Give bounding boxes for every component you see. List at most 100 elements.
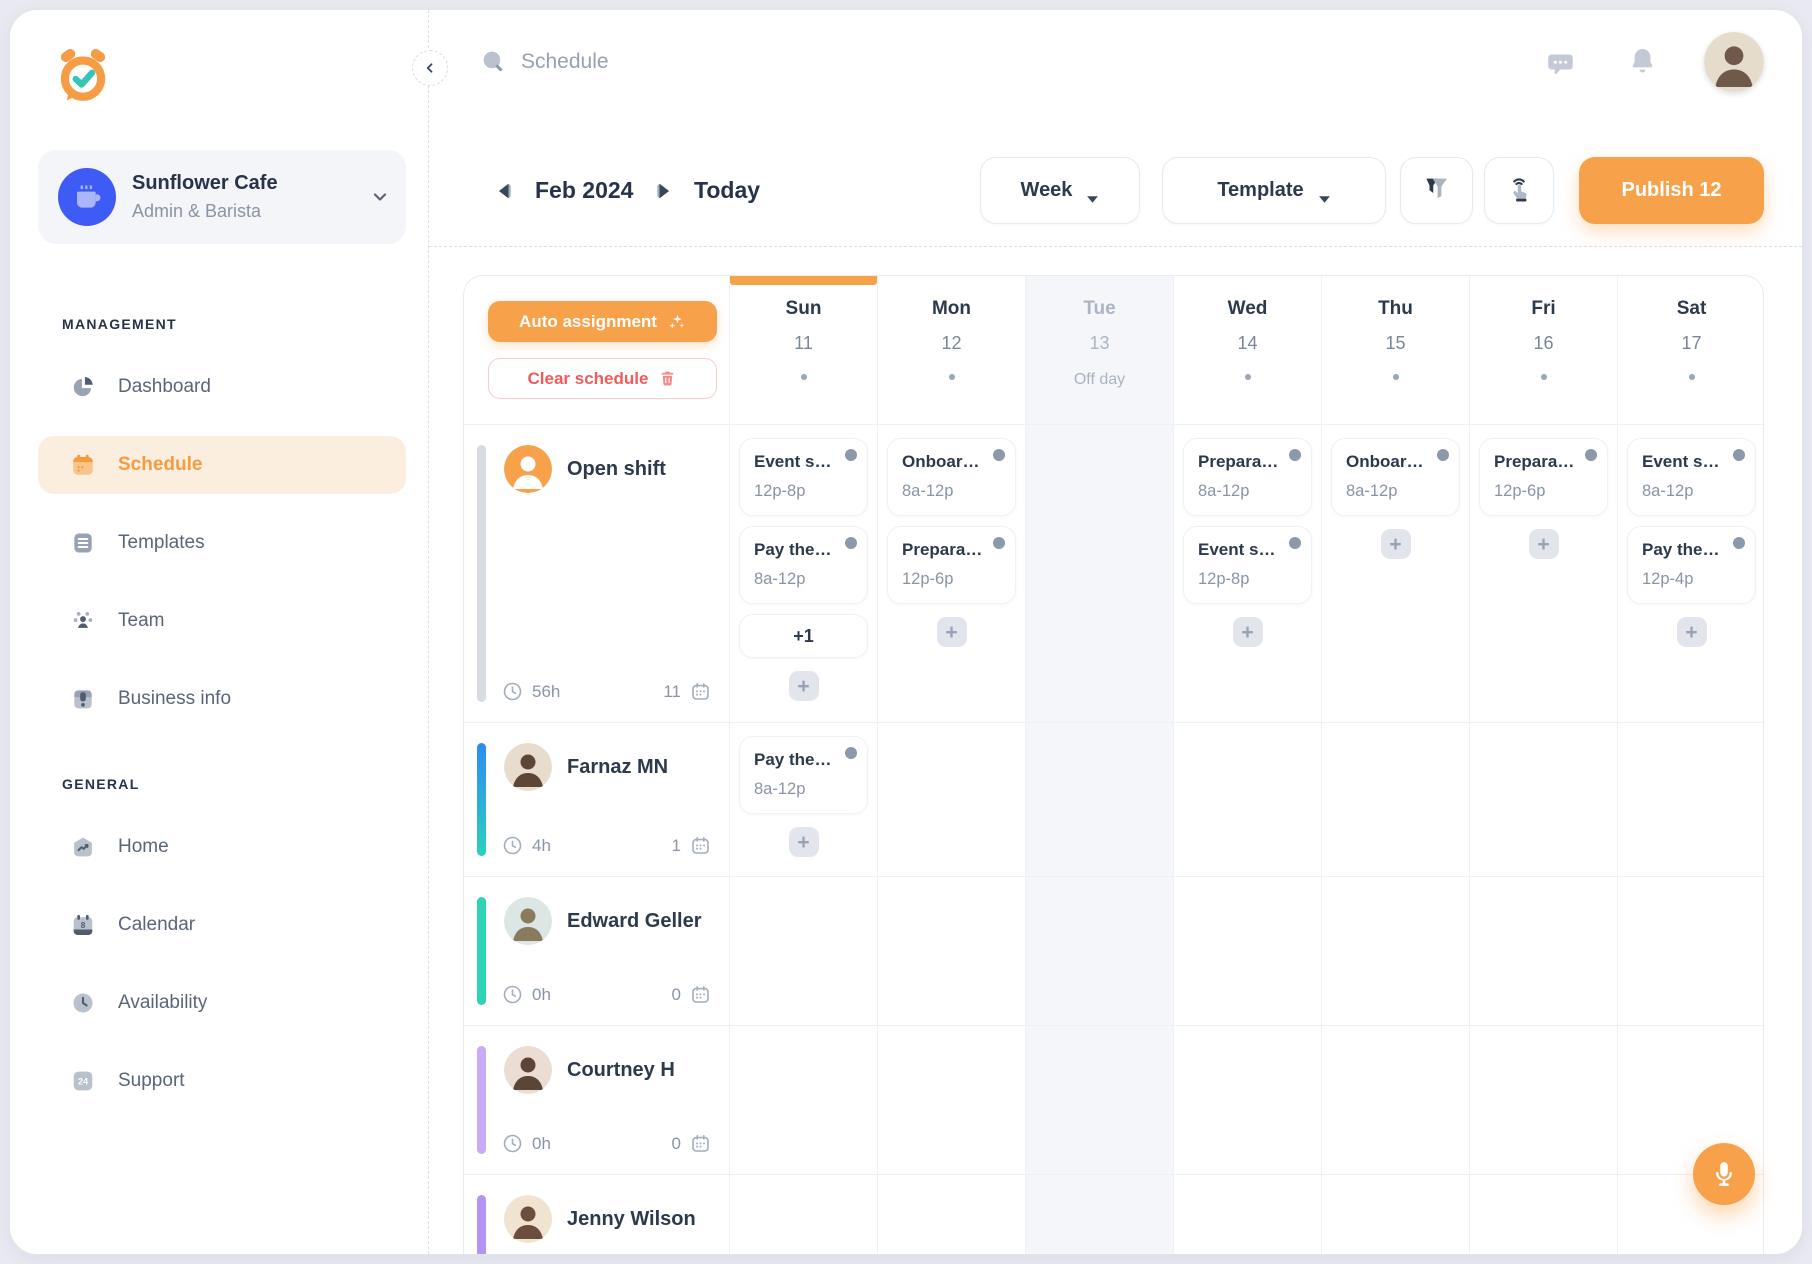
schedule-cell-farnaz-mn-sun[interactable]: Pay the… 8a-12p + bbox=[729, 722, 877, 876]
sidebar-item-team[interactable]: Team bbox=[38, 592, 406, 650]
schedule-cell-farnaz-mn-thu[interactable] bbox=[1321, 722, 1469, 876]
day-header-tue[interactable]: Tue 13 Off day bbox=[1025, 276, 1173, 424]
day-name: Wed bbox=[1227, 298, 1268, 319]
schedule-cell-courtney-h-sun[interactable] bbox=[729, 1025, 877, 1174]
sidebar-collapse-button[interactable] bbox=[412, 50, 448, 86]
schedule-cell-farnaz-mn-fri[interactable] bbox=[1469, 722, 1617, 876]
row-header-jenny-wilson[interactable]: Jenny Wilson bbox=[464, 1174, 729, 1254]
sidebar-item-dashboard[interactable]: Dashboard bbox=[38, 358, 406, 416]
schedule-cell-jenny-wilson-sun[interactable] bbox=[729, 1174, 877, 1254]
today-button[interactable]: Today bbox=[684, 157, 770, 224]
day-header-thu[interactable]: Thu 15 bbox=[1321, 276, 1469, 424]
shift-card[interactable]: Pay the… 8a-12p bbox=[739, 526, 868, 604]
day-header-fri[interactable]: Fri 16 bbox=[1469, 276, 1617, 424]
sidebar-item-schedule[interactable]: Schedule bbox=[38, 436, 406, 494]
template-dropdown[interactable]: Template bbox=[1162, 157, 1386, 224]
day-header-sun[interactable]: Sun 11 bbox=[729, 276, 877, 424]
schedule-cell-farnaz-mn-mon[interactable] bbox=[877, 722, 1025, 876]
sidebar-item-business-info[interactable]: Business info bbox=[38, 670, 406, 728]
shift-status-dot-icon bbox=[845, 537, 857, 549]
shift-card[interactable]: Onboar… 8a-12p bbox=[887, 438, 1016, 516]
schedule-cell-jenny-wilson-mon[interactable] bbox=[877, 1174, 1025, 1254]
schedule-cell-edward-geller-tue[interactable] bbox=[1025, 876, 1173, 1025]
schedule-cell-edward-geller-sun[interactable] bbox=[729, 876, 877, 1025]
view-mode-dropdown[interactable]: Week bbox=[980, 157, 1140, 224]
schedule-cell-edward-geller-wed[interactable] bbox=[1173, 876, 1321, 1025]
schedule-cell-edward-geller-sat[interactable] bbox=[1617, 876, 1763, 1025]
schedule-cell-open-shift-sat[interactable]: Event s… 8a-12p Pay the… 12p-4p + bbox=[1617, 424, 1763, 722]
schedule-cell-jenny-wilson-tue[interactable] bbox=[1025, 1174, 1173, 1254]
row-header-edward-geller[interactable]: Edward Geller 0h 0 bbox=[464, 876, 729, 1025]
shift-time: 8a-12p bbox=[1642, 482, 1694, 500]
shift-card[interactable]: Prepara… 12p-6p bbox=[887, 526, 1016, 604]
next-week-button[interactable] bbox=[645, 171, 683, 211]
sidebar-item-availability[interactable]: Availability bbox=[38, 974, 406, 1032]
schedule-cell-farnaz-mn-sat[interactable] bbox=[1617, 722, 1763, 876]
user-avatar[interactable] bbox=[1704, 32, 1764, 92]
prev-week-button[interactable] bbox=[485, 171, 523, 211]
schedule-cell-open-shift-mon[interactable]: Onboar… 8a-12p Prepara… 12p-6p + bbox=[877, 424, 1025, 722]
schedule-cell-edward-geller-thu[interactable] bbox=[1321, 876, 1469, 1025]
sidebar-item-support[interactable]: 24 Support bbox=[38, 1052, 406, 1110]
sidebar-item-home[interactable]: Home bbox=[38, 818, 406, 876]
shift-card[interactable]: Prepara… 12p-6p bbox=[1479, 438, 1608, 516]
shift-card[interactable]: Event s… 12p-8p bbox=[1183, 526, 1312, 604]
sidebar-item-calendar[interactable]: 8 Calendar bbox=[38, 896, 406, 954]
schedule-cell-jenny-wilson-fri[interactable] bbox=[1469, 1174, 1617, 1254]
schedule-cell-edward-geller-mon[interactable] bbox=[877, 876, 1025, 1025]
schedule-cell-edward-geller-fri[interactable] bbox=[1469, 876, 1617, 1025]
shift-card[interactable]: Event s… 12p-8p bbox=[739, 438, 868, 516]
schedule-cell-jenny-wilson-wed[interactable] bbox=[1173, 1174, 1321, 1254]
sidebar-section: GENERAL Home 8 Calendar Availability 24 Suppor… bbox=[38, 776, 428, 1110]
shift-card[interactable]: Event s… 8a-12p bbox=[1627, 438, 1756, 516]
add-shift-button[interactable]: + bbox=[1676, 617, 1707, 647]
schedule-cell-courtney-h-fri[interactable] bbox=[1469, 1025, 1617, 1174]
row-header-open-shift[interactable]: Open shift 56h 11 bbox=[464, 424, 729, 722]
auto-assignment-button[interactable]: Auto assignment bbox=[488, 301, 717, 342]
schedule-cell-courtney-h-mon[interactable] bbox=[877, 1025, 1025, 1174]
notifications-bell-icon[interactable] bbox=[1628, 46, 1657, 79]
schedule-cell-jenny-wilson-sat[interactable] bbox=[1617, 1174, 1763, 1254]
voice-assistant-mic-button[interactable] bbox=[1693, 1143, 1755, 1205]
row-name: Open shift bbox=[567, 457, 666, 480]
day-header-wed[interactable]: Wed 14 bbox=[1173, 276, 1321, 424]
schedule-cell-courtney-h-tue[interactable] bbox=[1025, 1025, 1173, 1174]
clear-schedule-button[interactable]: Clear schedule bbox=[488, 358, 717, 399]
shift-card[interactable]: Pay the… 8a-12p bbox=[739, 736, 868, 814]
more-shifts-chip[interactable]: +1 bbox=[739, 614, 868, 658]
chat-icon[interactable] bbox=[1546, 50, 1575, 79]
schedule-cell-open-shift-thu[interactable]: Onboar… 8a-12p + bbox=[1321, 424, 1469, 722]
schedule-cell-farnaz-mn-tue[interactable] bbox=[1025, 722, 1173, 876]
add-shift-button[interactable]: + bbox=[1528, 529, 1559, 559]
schedule-cell-courtney-h-sat[interactable] bbox=[1617, 1025, 1763, 1174]
filter-button[interactable] bbox=[1400, 157, 1473, 224]
schedule-cell-farnaz-mn-wed[interactable] bbox=[1173, 722, 1321, 876]
schedule-cell-courtney-h-wed[interactable] bbox=[1173, 1025, 1321, 1174]
search-icon[interactable] bbox=[480, 48, 507, 75]
day-header-sat[interactable]: Sat 17 bbox=[1617, 276, 1763, 424]
schedule-cell-jenny-wilson-thu[interactable] bbox=[1321, 1174, 1469, 1254]
schedule-cell-open-shift-fri[interactable]: Prepara… 12p-6p + bbox=[1469, 424, 1617, 722]
add-shift-button[interactable]: + bbox=[788, 671, 819, 701]
add-shift-button[interactable]: + bbox=[1380, 529, 1411, 559]
schedule-cell-courtney-h-thu[interactable] bbox=[1321, 1025, 1469, 1174]
schedule-cell-open-shift-wed[interactable]: Prepara… 8a-12p Event s… 12p-8p + bbox=[1173, 424, 1321, 722]
shift-card[interactable]: Pay the… 12p-4p bbox=[1627, 526, 1756, 604]
clock-icon bbox=[502, 681, 523, 702]
add-shift-button[interactable]: + bbox=[788, 827, 819, 857]
row-header-farnaz-mn[interactable]: Farnaz MN 4h 1 bbox=[464, 722, 729, 876]
workspace-name: Sunflower Cafe bbox=[132, 172, 278, 194]
day-header-mon[interactable]: Mon 12 bbox=[877, 276, 1025, 424]
add-shift-button[interactable]: + bbox=[1232, 617, 1263, 647]
schedule-cell-open-shift-tue[interactable] bbox=[1025, 424, 1173, 722]
avatar bbox=[504, 743, 552, 791]
add-shift-button[interactable]: + bbox=[936, 617, 967, 647]
sidebar-item-templates[interactable]: Templates bbox=[38, 514, 406, 572]
schedule-cell-open-shift-sun[interactable]: Event s… 12p-8p Pay the… 8a-12p +1 + bbox=[729, 424, 877, 722]
row-header-courtney-h[interactable]: Courtney H 0h 0 bbox=[464, 1025, 729, 1174]
tap-gesture-button[interactable] bbox=[1484, 157, 1554, 224]
shift-card[interactable]: Prepara… 8a-12p bbox=[1183, 438, 1312, 516]
publish-button[interactable]: Publish 12 bbox=[1579, 157, 1764, 224]
shift-card[interactable]: Onboar… 8a-12p bbox=[1331, 438, 1460, 516]
workspace-switcher[interactable]: Sunflower Cafe Admin & Barista bbox=[38, 150, 406, 244]
